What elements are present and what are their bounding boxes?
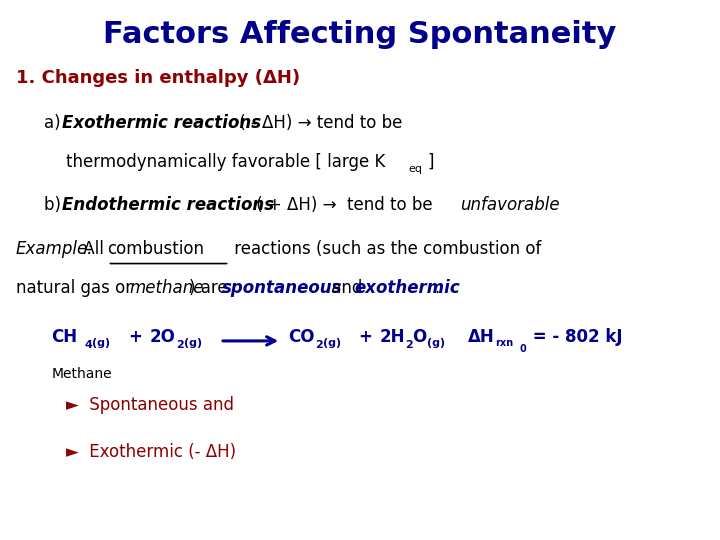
Text: Endothermic reactions: Endothermic reactions xyxy=(63,196,274,214)
Text: 2: 2 xyxy=(315,340,323,350)
Text: 2H: 2H xyxy=(380,328,405,346)
Text: methane: methane xyxy=(129,279,204,296)
Text: combustion: combustion xyxy=(107,240,204,258)
Text: rxn: rxn xyxy=(495,338,513,348)
Text: a): a) xyxy=(45,114,66,132)
Text: CO: CO xyxy=(288,328,315,346)
Text: eq: eq xyxy=(408,164,422,174)
Text: ]: ] xyxy=(428,153,434,171)
Text: ( + ΔH) →  tend to be: ( + ΔH) → tend to be xyxy=(251,196,438,214)
Text: (g): (g) xyxy=(92,338,111,348)
Text: thermodynamically favorable [ large K: thermodynamically favorable [ large K xyxy=(66,153,385,171)
Text: b): b) xyxy=(45,196,67,214)
Text: Methane: Methane xyxy=(52,367,112,381)
Text: (g): (g) xyxy=(323,338,341,348)
Text: (g): (g) xyxy=(184,338,202,348)
Text: Factors Affecting Spontaneity: Factors Affecting Spontaneity xyxy=(103,20,617,49)
Text: ( - ΔH) → tend to be: ( - ΔH) → tend to be xyxy=(235,114,403,132)
Text: natural gas or: natural gas or xyxy=(16,279,137,296)
Text: ΔH: ΔH xyxy=(467,328,495,346)
Text: .: . xyxy=(435,279,440,296)
Text: 2: 2 xyxy=(405,340,413,350)
Text: CH: CH xyxy=(52,328,78,346)
Text: and: and xyxy=(325,279,367,296)
Text: 4: 4 xyxy=(84,340,92,350)
Text: ►  Exothermic (- ΔH): ► Exothermic (- ΔH) xyxy=(66,443,236,461)
Text: (g): (g) xyxy=(428,338,446,348)
Text: Exothermic reactions: Exothermic reactions xyxy=(63,114,261,132)
Text: 1. Changes in enthalpy (ΔH): 1. Changes in enthalpy (ΔH) xyxy=(16,69,300,86)
Text: Example:: Example: xyxy=(16,240,94,258)
Text: ►  Spontaneous and: ► Spontaneous and xyxy=(66,396,234,414)
Text: O: O xyxy=(412,328,426,346)
Text: = - 802 kJ: = - 802 kJ xyxy=(527,328,623,346)
Text: reactions (such as the combustion of: reactions (such as the combustion of xyxy=(230,240,542,258)
Text: +: + xyxy=(128,328,143,346)
Text: All: All xyxy=(78,240,109,258)
Text: unfavorable: unfavorable xyxy=(460,196,560,214)
Text: +: + xyxy=(359,328,372,346)
Text: 2: 2 xyxy=(176,340,184,350)
Text: spontaneous: spontaneous xyxy=(222,279,343,296)
Text: 0: 0 xyxy=(519,344,526,354)
Text: 2O: 2O xyxy=(150,328,176,346)
Text: ) are: ) are xyxy=(189,279,233,296)
Text: exothermic: exothermic xyxy=(354,279,460,296)
